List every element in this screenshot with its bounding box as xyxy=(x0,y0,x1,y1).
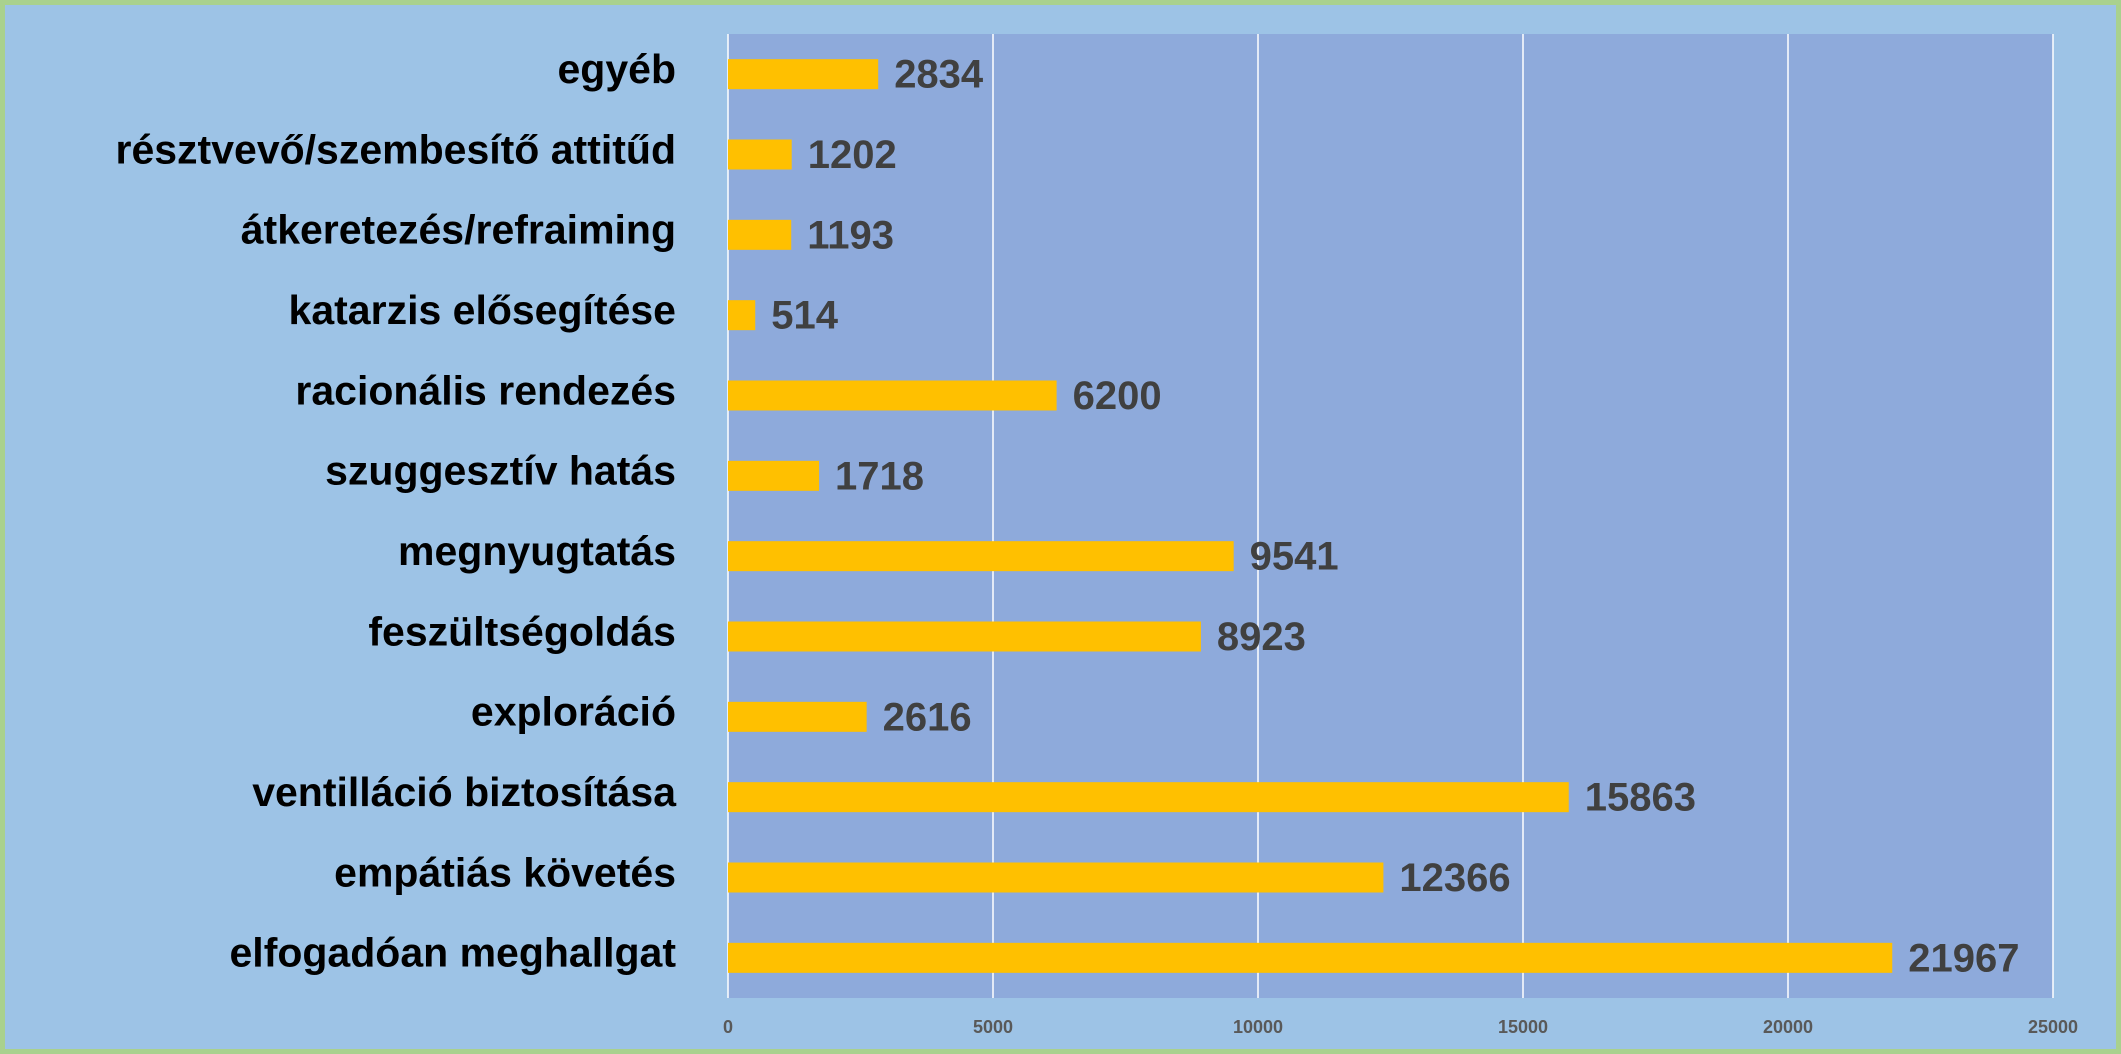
x-tick-label: 10000 xyxy=(1233,1017,1283,1037)
bar xyxy=(728,621,1201,652)
x-tick-label: 20000 xyxy=(1763,1017,1813,1037)
bar xyxy=(728,139,792,170)
bar xyxy=(728,380,1057,411)
bar xyxy=(728,942,1893,973)
y-tick-label: résztvevő/szembesítő attitűd xyxy=(116,126,677,172)
y-tick-label: ventilláció biztosítása xyxy=(252,769,677,815)
value-label: 8923 xyxy=(1217,615,1306,659)
value-label: 12366 xyxy=(1399,856,1510,900)
value-label: 9541 xyxy=(1250,535,1339,579)
y-tick-label: empátiás követés xyxy=(334,849,676,895)
bar xyxy=(728,701,867,732)
value-label: 15863 xyxy=(1585,776,1696,820)
value-label: 514 xyxy=(771,294,838,338)
bar xyxy=(728,300,756,331)
value-label: 2834 xyxy=(894,53,984,97)
x-tick-label: 0 xyxy=(723,1017,733,1037)
y-tick-label: racionális rendezés xyxy=(295,367,676,413)
value-label: 6200 xyxy=(1073,374,1162,418)
y-tick-label: egyéb xyxy=(558,46,677,92)
bar xyxy=(728,219,792,250)
y-tick-label: szuggesztív hatás xyxy=(325,448,676,494)
x-tick-label: 25000 xyxy=(2028,1017,2078,1037)
y-tick-label: katarzis elősegítése xyxy=(289,287,676,333)
bar xyxy=(728,862,1384,893)
bar xyxy=(728,59,879,90)
y-tick-label: megnyugtatás xyxy=(398,528,676,574)
y-tick-label: feszültségoldás xyxy=(368,608,676,654)
y-tick-label: átkeretezés/refraiming xyxy=(241,207,676,253)
value-label: 1202 xyxy=(808,133,897,177)
value-label: 1193 xyxy=(807,213,894,257)
value-label: 2616 xyxy=(883,695,972,739)
y-tick-label: elfogadóan meghallgat xyxy=(230,930,677,976)
bar xyxy=(728,460,820,491)
x-tick-label: 15000 xyxy=(1498,1017,1548,1037)
value-label: 21967 xyxy=(1908,936,2019,980)
x-tick-label: 5000 xyxy=(973,1017,1013,1037)
bar xyxy=(728,541,1234,572)
plot-area xyxy=(728,34,2053,998)
bar xyxy=(728,782,1569,813)
y-tick-label: exploráció xyxy=(471,689,676,735)
value-label: 1718 xyxy=(835,454,924,498)
